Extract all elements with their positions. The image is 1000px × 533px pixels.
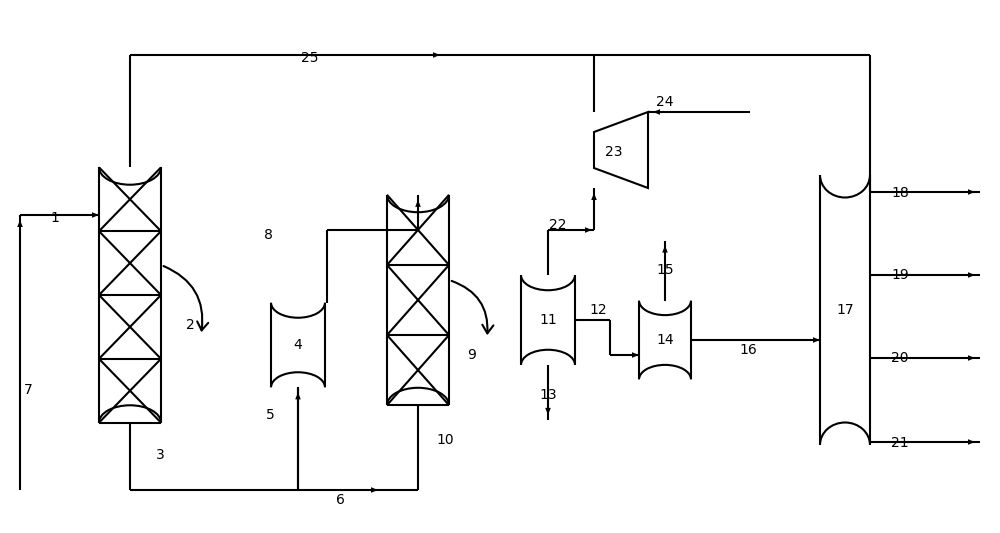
Text: 9: 9 — [468, 348, 476, 362]
Text: 20: 20 — [891, 351, 909, 365]
Text: 3: 3 — [156, 448, 164, 462]
Polygon shape — [968, 189, 975, 195]
Text: 21: 21 — [891, 436, 909, 450]
Text: 22: 22 — [549, 218, 567, 232]
Text: 1: 1 — [51, 211, 59, 225]
Polygon shape — [92, 212, 99, 218]
Text: 25: 25 — [301, 51, 319, 65]
Text: 24: 24 — [656, 95, 674, 109]
Text: 16: 16 — [739, 343, 757, 357]
Polygon shape — [632, 352, 639, 358]
Polygon shape — [295, 392, 301, 399]
Polygon shape — [415, 200, 421, 207]
Polygon shape — [968, 439, 975, 445]
Text: 8: 8 — [264, 228, 272, 242]
Polygon shape — [968, 272, 975, 278]
Polygon shape — [17, 220, 23, 227]
Text: 11: 11 — [539, 313, 557, 327]
Text: 14: 14 — [656, 333, 674, 347]
Text: 5: 5 — [266, 408, 274, 422]
Text: 17: 17 — [836, 303, 854, 317]
Polygon shape — [813, 337, 820, 343]
Polygon shape — [968, 355, 975, 361]
Text: 12: 12 — [589, 303, 607, 317]
Text: 7: 7 — [24, 383, 32, 397]
Text: 10: 10 — [436, 433, 454, 447]
FancyArrowPatch shape — [164, 266, 208, 330]
Text: 13: 13 — [539, 388, 557, 402]
Text: 15: 15 — [656, 263, 674, 277]
Polygon shape — [585, 227, 592, 233]
Text: 23: 23 — [605, 145, 623, 159]
Polygon shape — [371, 487, 378, 493]
Text: 4: 4 — [294, 338, 302, 352]
Text: 6: 6 — [336, 493, 344, 507]
Polygon shape — [433, 52, 440, 58]
Text: 2: 2 — [186, 318, 194, 332]
Polygon shape — [662, 246, 668, 253]
Polygon shape — [591, 193, 597, 200]
Text: 18: 18 — [891, 186, 909, 200]
Text: 19: 19 — [891, 268, 909, 282]
Polygon shape — [545, 408, 551, 415]
FancyArrowPatch shape — [452, 281, 493, 333]
Polygon shape — [653, 109, 660, 115]
